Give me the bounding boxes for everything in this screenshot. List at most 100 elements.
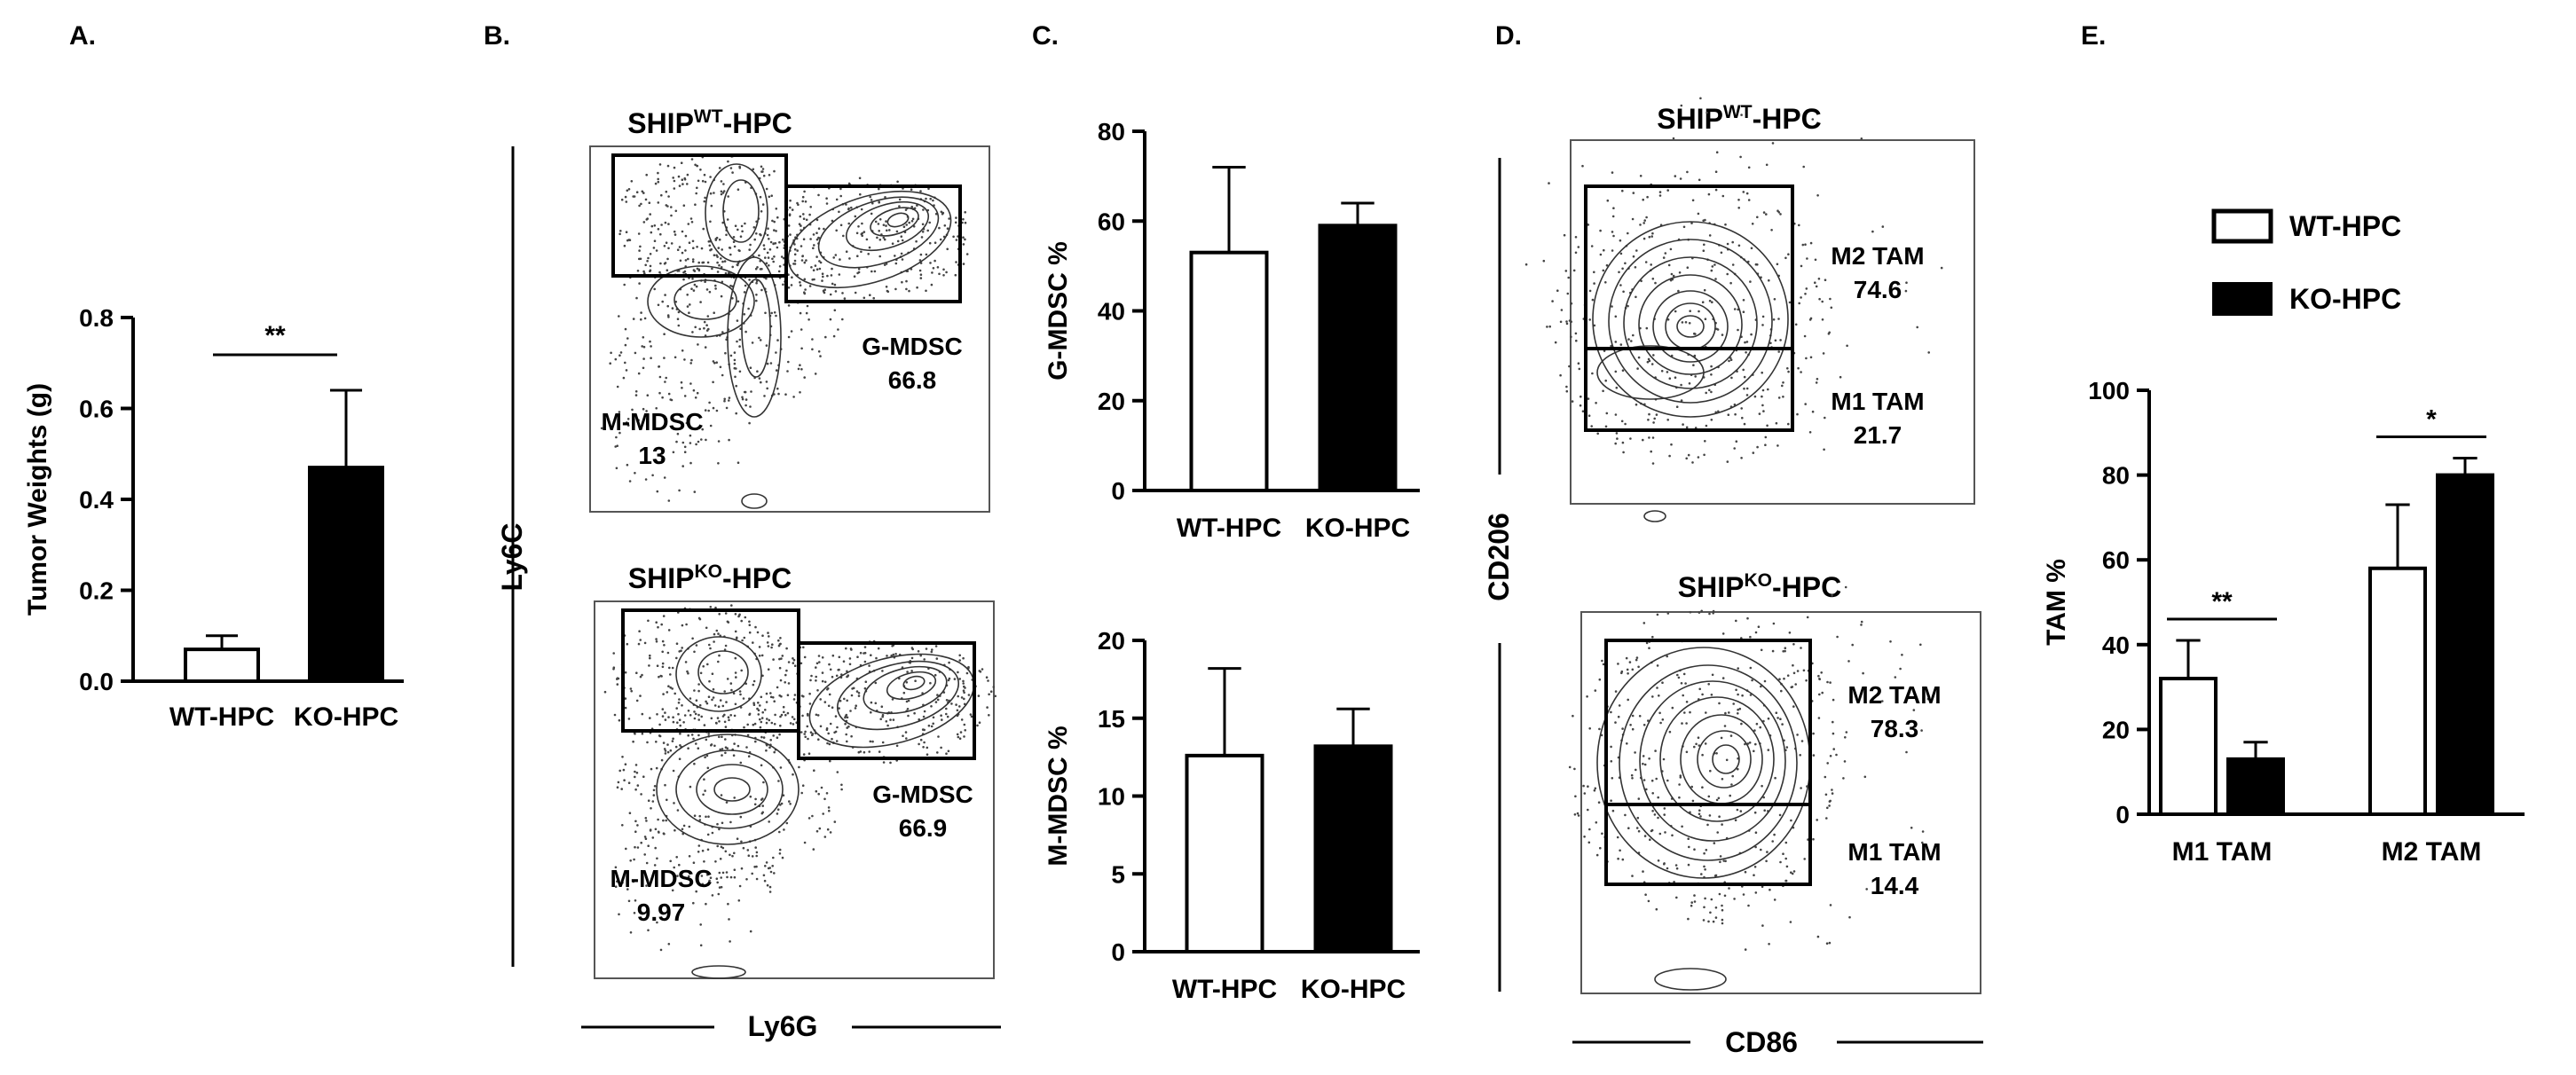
bar-wt: [2368, 566, 2427, 816]
gate-value-m2: 74.6: [1854, 276, 1902, 303]
legend: WT-HPC KO-HPC: [2211, 208, 2401, 316]
gate-label-g-mdsc: G-MDSC: [872, 781, 973, 808]
panel-d-title-top: SHIPWT-HPC: [1657, 102, 1822, 135]
panel-d: SHIPWT-HPC SHIPKO-HPC CD206 CD86: [1483, 97, 1983, 1058]
y-tick-label: 20: [1098, 388, 1125, 415]
y-tick-label: 60: [1098, 208, 1125, 235]
gate-g-mdsc: [797, 641, 976, 760]
panel-d-ylabel: CD206: [1483, 513, 1515, 601]
bar-ko: [2436, 473, 2494, 816]
gate-value-m-mdsc: 13: [638, 442, 666, 469]
y-tick-label: 20: [1098, 627, 1125, 655]
gate-label-g-mdsc: G-MDSC: [862, 333, 963, 360]
bar-ko: [1313, 744, 1393, 954]
panel-b: SHIPWT-HPC SHIPKO-HPC Ly6C Ly6G: [496, 106, 1001, 1042]
panel-letter-a: A.: [69, 21, 96, 51]
category-label: KO-HPC: [1305, 514, 1410, 543]
category-label: M2 TAM: [2382, 837, 2482, 867]
flow-plot-b-bottom: G-MDSC 66.9 M-MDSC 9.97: [594, 600, 997, 979]
y-tick-label: 0.8: [79, 304, 114, 332]
significance-label: *: [2426, 404, 2437, 434]
significance-label: **: [264, 321, 286, 350]
y-axis-label: G-MDSC %: [1044, 241, 1073, 381]
density-contours: [647, 163, 952, 509]
bar-wt: [1189, 250, 1269, 492]
bar-ko: [2226, 757, 2285, 816]
y-tick-label: 15: [1098, 705, 1125, 733]
gate-g-mdsc: [784, 184, 962, 303]
panel-d-title-bottom: SHIPKO-HPC: [1678, 570, 1841, 603]
legend-label-wt: WT-HPC: [2289, 210, 2401, 242]
y-axis-label: TAM %: [2042, 559, 2071, 646]
panel-letter-e: E.: [2081, 21, 2106, 51]
y-tick-label: 0: [1111, 477, 1125, 505]
flow-plot-d-bottom: M2 TAM 78.3 M1 TAM 14.4: [1568, 585, 1981, 994]
y-tick-label: 0.2: [79, 577, 114, 605]
gate-label-m1: M1 TAM: [1831, 388, 1924, 415]
event-dots: [1524, 97, 1943, 465]
gate-label-m2: M2 TAM: [1847, 681, 1941, 709]
gate-label-m-mdsc: M-MDSC: [601, 408, 703, 435]
panel-letter-b: B.: [484, 21, 510, 51]
y-tick-label: 0.0: [79, 668, 114, 695]
y-tick-label: 0.6: [79, 396, 114, 423]
bar-ko: [308, 466, 384, 683]
y-tick-label: 60: [2102, 546, 2130, 574]
bar-ko: [1318, 224, 1398, 492]
legend-label-ko: KO-HPC: [2289, 283, 2401, 315]
panel-b-title-bottom: SHIPKO-HPC: [628, 561, 792, 594]
density-contours: [1592, 221, 1789, 522]
gate-value-g-mdsc: 66.8: [888, 366, 937, 394]
legend-swatch-ko: [2212, 282, 2273, 316]
panel-letter-c: C.: [1032, 21, 1059, 51]
panel-b-ylabel: Ly6C: [496, 522, 528, 591]
gate-value-m1: 14.4: [1871, 872, 1919, 899]
y-tick-label: 0: [2115, 801, 2130, 828]
y-tick-label: 20: [2102, 716, 2130, 743]
y-tick-label: 5: [1111, 860, 1125, 888]
gate-tam: [1604, 639, 1812, 886]
legend-swatch-wt: [2211, 208, 2273, 244]
y-tick-label: 100: [2088, 377, 2130, 404]
gate-value-m-mdsc: 9.97: [637, 898, 686, 926]
category-label: WT-HPC: [169, 702, 274, 732]
category-label: WT-HPC: [1177, 514, 1281, 543]
y-tick-label: 80: [1098, 118, 1125, 145]
category-label: WT-HPC: [1172, 975, 1277, 1004]
chart-c-mmdsc: 0 5 10 15 20 M-MDSC % WT-HPC KO-HPC: [1044, 627, 1420, 1004]
chart-a-tumor-weights: 0.0 0.2 0.4 0.6 0.8 Tumor Weights (g) WT-HPC KO…: [23, 304, 404, 732]
event-dots: [603, 604, 997, 952]
chart-c-gmdsc: 0 20 40 60 80 G-MDSC % WT-HPC KO-HPC: [1044, 118, 1420, 543]
flow-plot-b-top: G-MDSC 66.8 M-MDSC 13: [589, 145, 990, 513]
gate-label-m2: M2 TAM: [1831, 242, 1924, 270]
y-tick-label: 10: [1098, 783, 1125, 811]
flow-plot-d-top: M2 TAM 74.6 M1 TAM 21.7: [1524, 97, 1975, 522]
y-axis-label: Tumor Weights (g): [23, 383, 52, 616]
category-label: KO-HPC: [294, 702, 398, 732]
panel-letter-d: D.: [1495, 21, 1522, 51]
panel-b-title-top: SHIPWT-HPC: [627, 106, 792, 139]
bar-wt: [1185, 753, 1264, 953]
y-tick-label: 40: [1098, 298, 1125, 326]
y-tick-label: 0.4: [79, 486, 114, 514]
y-tick-label: 80: [2102, 462, 2130, 490]
y-tick-label: 0: [1111, 938, 1125, 966]
gate-label-m1: M1 TAM: [1847, 838, 1941, 866]
gate-value-m1: 21.7: [1854, 421, 1902, 449]
panel-d-xlabel: CD86: [1725, 1026, 1798, 1058]
category-label: KO-HPC: [1301, 975, 1406, 1004]
flow-plot-frame: [594, 600, 995, 979]
gate-value-m2: 78.3: [1871, 715, 1919, 742]
significance-label: **: [2211, 587, 2233, 616]
bar-wt: [2159, 677, 2218, 816]
gate-label-m-mdsc: M-MDSC: [610, 865, 712, 892]
category-label: M1 TAM: [2172, 837, 2273, 867]
gate-value-g-mdsc: 66.9: [899, 814, 948, 842]
bar-wt: [184, 647, 260, 683]
gate-tam: [1584, 184, 1794, 432]
y-tick-label: 40: [2102, 632, 2130, 659]
y-axis-label: M-MDSC %: [1044, 726, 1073, 866]
panel-b-xlabel: Ly6G: [748, 1010, 818, 1042]
